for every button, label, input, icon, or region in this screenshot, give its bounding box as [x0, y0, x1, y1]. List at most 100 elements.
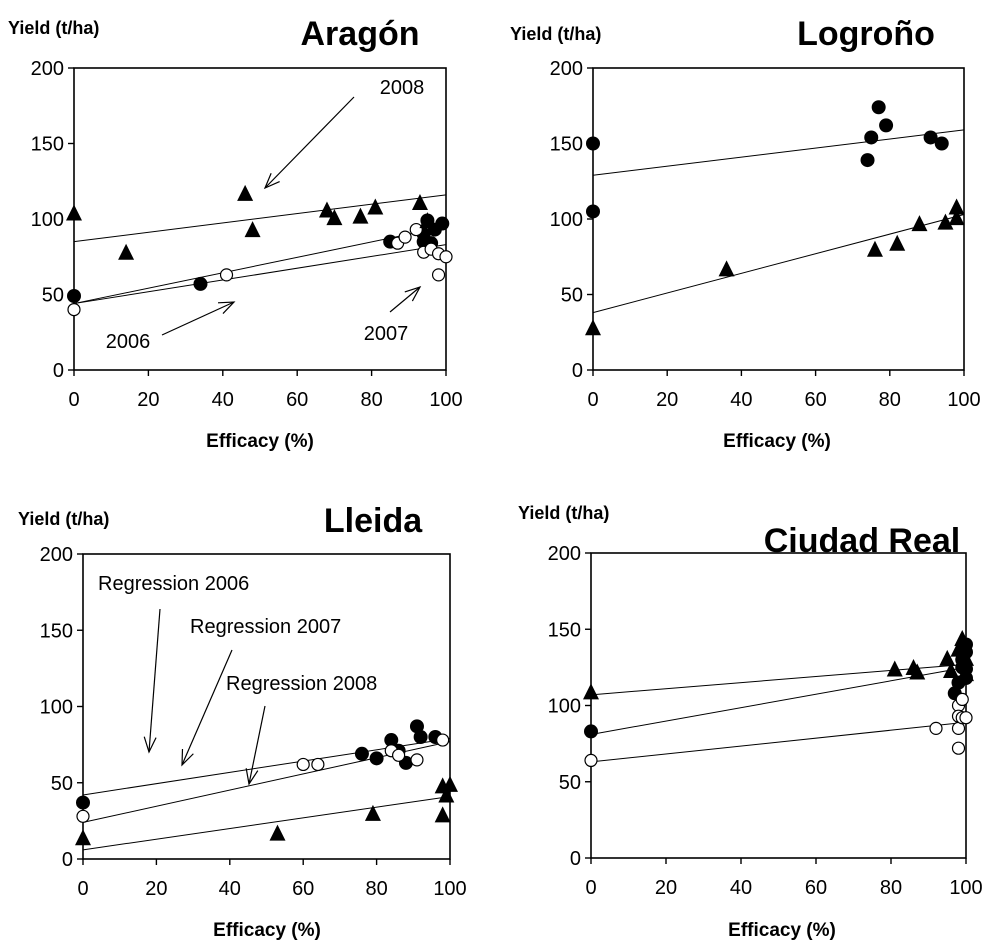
data-point-open-circle [67, 303, 81, 317]
y-tick-label: 100 [550, 209, 583, 231]
y-tick-label: 0 [570, 848, 581, 870]
y-axis-label: Yield (t/ha) [18, 509, 109, 529]
x-tick-label: 60 [805, 877, 827, 899]
data-point-triangle [118, 243, 135, 260]
annotation-label: Regression 2006 [98, 573, 249, 595]
x-tick-label: 20 [145, 878, 167, 900]
data-point-filled-circle [354, 746, 369, 761]
y-tick-label: 100 [31, 209, 64, 231]
y-tick-label: 150 [31, 134, 64, 156]
data-point-triangle [585, 319, 601, 336]
data-point-triangle [237, 184, 254, 201]
chart-panel: 0 50 100 150 200 0 20 40 60 80 100 Ciudad Real Yield… [518, 503, 983, 941]
data-point-triangle [75, 829, 91, 846]
annotation-arrow [161, 301, 235, 336]
data-point-triangle [352, 207, 369, 224]
data-point-triangle [244, 221, 261, 238]
y-tick-label: 200 [40, 544, 73, 566]
y-tick-label: 150 [550, 134, 583, 156]
x-axis-label: Efficacy (%) [728, 920, 836, 941]
x-tick-label: 20 [656, 389, 678, 411]
x-tick-label: 0 [587, 389, 598, 411]
x-axis-label: Efficacy (%) [723, 431, 831, 452]
annotation-arrow [248, 705, 266, 785]
data-point-open-circle [398, 230, 412, 244]
data-point-filled-circle [384, 733, 399, 748]
x-tick-label: 100 [949, 877, 982, 899]
data-point-filled-circle [586, 204, 600, 219]
regression-line [82, 795, 451, 851]
annotation-arrowhead [263, 172, 280, 190]
y-tick-label: 200 [550, 58, 583, 80]
data-point-filled-circle [369, 751, 384, 766]
x-axis-label: Efficacy (%) [213, 920, 321, 941]
x-tick-label: 100 [429, 389, 462, 411]
y-axis-label: Yield (t/ha) [8, 18, 99, 38]
data-point-open-circle [951, 741, 966, 755]
y-tick-label: 150 [548, 619, 581, 641]
annotation-label: 2007 [364, 323, 409, 345]
x-tick-label: 0 [585, 877, 596, 899]
data-point-triangle [948, 198, 965, 215]
data-point-triangle [909, 663, 926, 680]
data-point-filled-circle [923, 130, 938, 145]
x-tick-label: 80 [365, 878, 387, 900]
x-axis-label: Efficacy (%) [206, 431, 314, 452]
y-tick-label: 0 [62, 849, 73, 871]
data-point-filled-circle [584, 724, 598, 739]
plot-frame [592, 67, 965, 371]
annotation-arrowhead [404, 285, 422, 302]
data-point-triangle [954, 630, 971, 647]
x-tick-label: 100 [433, 878, 466, 900]
chart-panel: 0 50 100 150 200 0 20 40 60 80 100 2008 2006 2007 Arag… [8, 15, 463, 452]
regression-line [73, 194, 447, 243]
data-point-filled-circle [409, 719, 424, 734]
data-point-triangle [948, 209, 965, 226]
x-tick-label: 40 [212, 389, 234, 411]
data-point-open-circle [392, 748, 406, 762]
x-tick-label: 0 [68, 389, 79, 411]
data-point-filled-circle [934, 136, 949, 151]
x-tick-label: 60 [286, 389, 308, 411]
data-point-filled-circle [586, 136, 600, 151]
data-point-filled-circle [435, 216, 450, 231]
data-point-open-circle [959, 711, 973, 725]
data-point-triangle [364, 804, 381, 821]
annotation-arrow [148, 608, 161, 753]
y-tick-label: 50 [561, 285, 583, 307]
data-point-filled-circle [871, 100, 886, 115]
y-tick-label: 100 [40, 697, 73, 719]
data-point-triangle [442, 775, 458, 792]
data-point-open-circle [584, 753, 598, 768]
annotation-arrowhead [181, 748, 194, 767]
annotation-label: 2006 [106, 331, 151, 353]
regression-line [590, 663, 967, 696]
x-tick-label: 40 [730, 389, 752, 411]
chart-panel: 0 50 100 150 200 0 20 40 60 80 100 Regression 2006 R… [18, 502, 467, 941]
annotation-arrowhead [217, 301, 236, 314]
plot-frame [590, 552, 967, 859]
data-point-filled-circle [193, 276, 208, 291]
data-point-open-circle [431, 268, 446, 282]
annotation-label: Regression 2008 [226, 673, 377, 695]
annotation-arrowhead [245, 768, 259, 786]
y-tick-label: 200 [31, 58, 64, 80]
data-point-open-circle [410, 753, 424, 767]
data-point-open-circle [311, 757, 325, 772]
y-tick-label: 50 [559, 772, 581, 794]
data-point-open-circle [929, 721, 943, 735]
data-point-triangle [419, 212, 436, 229]
annotation-arrow [181, 649, 233, 766]
y-tick-label: 50 [51, 773, 73, 795]
regression-line [590, 666, 967, 735]
chart-panel: 0 50 100 150 200 0 20 40 60 80 100 Logroño Yield (t/… [510, 15, 981, 452]
x-tick-label: 20 [655, 877, 677, 899]
annotation-label: Regression 2007 [190, 616, 341, 638]
data-point-triangle [911, 215, 928, 232]
y-tick-label: 200 [548, 543, 581, 565]
chart-title: Ciudad Real [764, 522, 960, 560]
y-tick-label: 100 [548, 696, 581, 718]
x-tick-label: 60 [804, 389, 826, 411]
y-axis-label: Yield (t/ha) [510, 24, 601, 44]
